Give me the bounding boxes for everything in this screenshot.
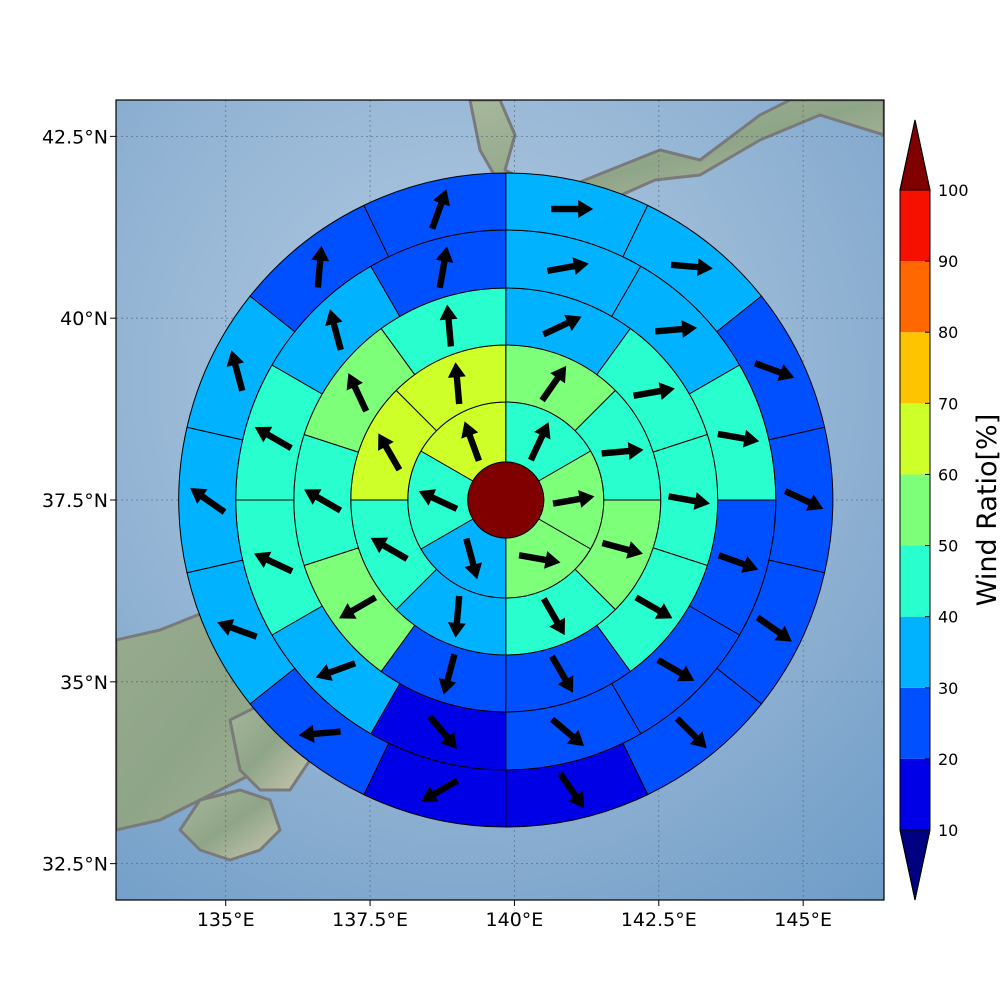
wind-arrow	[546, 257, 589, 275]
colorbar-tick-label: 10	[938, 821, 958, 840]
colorbar-tick-label: 60	[938, 465, 958, 484]
wind-arrow	[439, 304, 458, 347]
y-tick-label: 35°N	[60, 672, 108, 694]
wind-arrow	[633, 382, 675, 400]
wind-arrow	[447, 595, 466, 638]
wind-arrow	[655, 320, 698, 338]
wind-arrow	[447, 362, 466, 405]
y-tick-label: 40°N	[60, 308, 108, 330]
wind-arrow	[717, 552, 759, 573]
wind-arrow	[549, 654, 574, 693]
colorbar-bin	[900, 261, 930, 333]
wind-arrow	[670, 258, 713, 277]
colorbar-bin	[900, 616, 930, 688]
wind-arrow	[190, 488, 227, 515]
colorbar-over-triangle	[899, 119, 931, 191]
wind-arrow	[304, 489, 343, 514]
wind-arrow	[217, 619, 258, 640]
colorbar-bin	[900, 545, 930, 617]
wind-arrow	[539, 365, 567, 403]
colorbar-tick-label: 80	[938, 323, 958, 342]
wind-arrow	[438, 653, 458, 695]
wind-arrow	[315, 660, 357, 681]
wind-arrow	[378, 433, 403, 472]
colorbar-bin	[900, 687, 930, 759]
wind-arrow	[551, 200, 594, 218]
colorbar-bin	[900, 474, 930, 546]
wind-arrow	[656, 657, 695, 682]
sector-layer	[178, 172, 834, 828]
colorbar-tick-label: 90	[938, 252, 958, 271]
wind-arrow	[254, 426, 293, 451]
wind-arrow	[325, 309, 344, 351]
wind-arrow	[717, 429, 760, 448]
x-tick-label: 145°E	[774, 909, 832, 931]
colorbar-bin	[900, 332, 930, 404]
wind-arrow	[753, 360, 795, 381]
y-tick-label: 32.5°N	[42, 854, 108, 876]
wind-arrow	[601, 539, 643, 559]
colorbar-bin	[900, 190, 930, 262]
colorbar-under-triangle	[899, 829, 931, 901]
y-tick-label: 37.5°N	[42, 490, 108, 512]
wind-arrow	[435, 246, 454, 289]
wind-arrow	[668, 492, 710, 510]
center-circle	[467, 461, 545, 539]
x-tick-label: 140°E	[486, 909, 544, 931]
wind-arrow	[755, 614, 792, 642]
arrow-layer	[190, 189, 824, 809]
wind-arrow	[418, 489, 459, 512]
wind-arrow	[540, 597, 565, 636]
wind-arrow	[557, 772, 585, 809]
colorbar-tick-label: 20	[938, 750, 958, 769]
wind-arrow	[463, 537, 482, 580]
colorbar-tick-label: 40	[938, 608, 958, 627]
wind-arrow	[429, 189, 450, 230]
colorbar-tick-label: 30	[938, 679, 958, 698]
map-area	[116, 100, 884, 900]
colorbar: 10 20 30 40 50 60 70 80 90 100 Wind Ratio[%]	[899, 119, 1000, 901]
x-tick-label: 142.5°E	[621, 909, 697, 931]
colorbar-tick-label: 50	[938, 537, 958, 556]
wind-arrow	[427, 714, 457, 749]
wind-arrow	[518, 551, 561, 569]
shikoku-land	[178, 788, 282, 862]
wind-arrow	[346, 373, 370, 413]
wind-arrow	[528, 422, 551, 462]
x-tick-label: 135°E	[197, 909, 255, 931]
colorbar-bin	[900, 758, 930, 830]
colorbar-tick-label: 70	[938, 394, 958, 413]
wind-arrow	[783, 488, 824, 511]
y-tick-label: 42.5°N	[42, 126, 108, 148]
axis-tick-labels: 135°E 137.5°E 140°E 142.5°E 145°E 32.5°N 35°N 3…	[42, 126, 832, 931]
wind-arrow	[370, 537, 409, 562]
x-tick-label: 137.5°E	[332, 909, 408, 931]
colorbar-bin	[900, 403, 930, 475]
wind-arrow	[552, 490, 595, 508]
wind-arrow	[461, 421, 482, 462]
wind-arrow	[339, 594, 378, 619]
wind-arrow	[674, 716, 707, 749]
wind-arrow	[311, 245, 330, 288]
wind-arrow	[542, 314, 582, 338]
wind-arrow	[254, 551, 294, 575]
wind-arrow	[550, 716, 585, 747]
wind-arrow	[421, 777, 460, 802]
colorbar-title: Wind Ratio[%]	[972, 414, 1000, 606]
wind-arrow	[601, 442, 644, 460]
wind-arrow	[298, 724, 341, 743]
wind-arrow	[634, 594, 673, 619]
colorbar-tick-label: 100	[938, 181, 969, 200]
wind-arrow	[226, 350, 246, 392]
